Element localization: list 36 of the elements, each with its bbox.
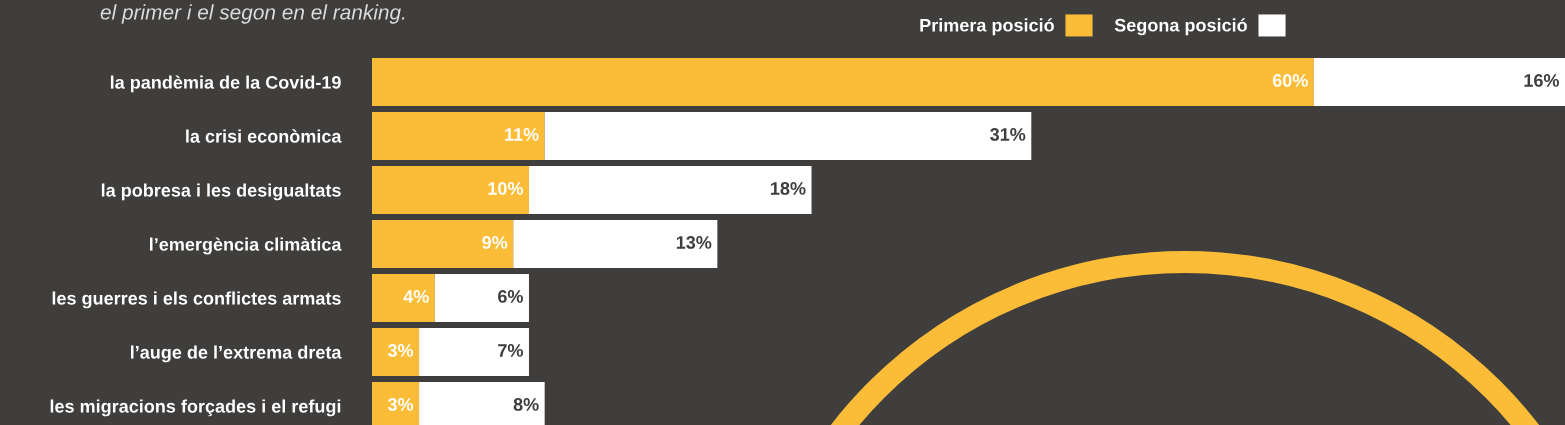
data-label: 16% (1524, 74, 1560, 87)
data-label: 60% (1272, 74, 1308, 87)
data-label: 4% (403, 290, 429, 303)
data-label: 31% (990, 128, 1026, 141)
legend-label: Segona posició (1114, 18, 1247, 36)
y-tick-label: l’auge de l’extrema dreta (130, 345, 342, 363)
legend-label: Primera posició (920, 18, 1054, 36)
data-label: 18% (771, 182, 806, 195)
y-tick-label: les guerres i els conflictes armats (52, 291, 341, 309)
bar (1313, 57, 1565, 107)
data-label: 3% (387, 398, 414, 411)
bar (372, 165, 529, 215)
bar (372, 57, 1314, 107)
bar (372, 219, 514, 269)
chart-subtitle: el primer i el segon en el ranking. (100, 4, 405, 24)
data-label: 13% (676, 236, 712, 249)
data-label: 7% (498, 344, 523, 357)
bar (372, 111, 545, 161)
bar (372, 273, 435, 323)
y-tick-label: l’emergència climàtica (150, 237, 342, 255)
data-label: 11% (505, 128, 539, 141)
data-label: 10% (488, 182, 523, 195)
y-tick-label: les migracions forçades i el refugi (50, 399, 341, 417)
bar (372, 327, 420, 377)
y-tick-label: la pandèmia de la Covid-19 (110, 75, 341, 93)
bar (434, 273, 529, 323)
bar (513, 219, 718, 269)
bar (419, 327, 529, 377)
data-label: 3% (387, 344, 414, 357)
y-tick-label: la crisi econòmica (186, 129, 342, 143)
bar (528, 165, 812, 215)
y-tick-label: la pobresa i les desigualtats (101, 183, 341, 201)
data-label: 9% (482, 236, 508, 249)
data-label: 8% (513, 398, 539, 411)
bar (544, 111, 1032, 161)
data-label: 6% (498, 290, 523, 303)
